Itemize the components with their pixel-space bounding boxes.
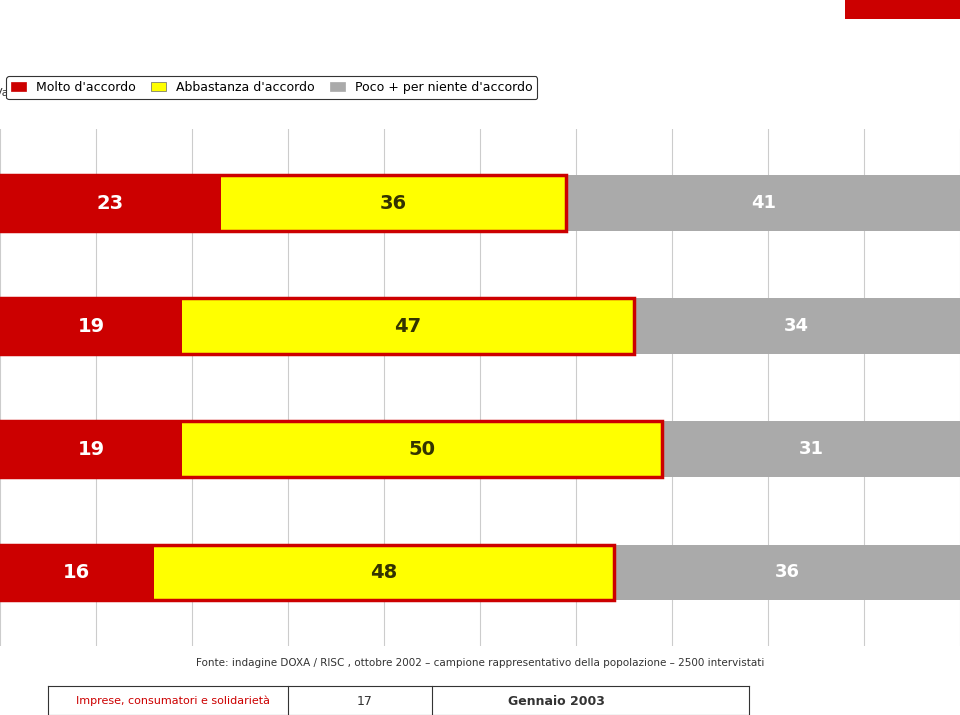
Text: 48: 48 xyxy=(371,563,397,582)
Text: Grado di accordo con alcuni atteggiamenti di sensibilità: Grado di accordo con alcuni atteggiament… xyxy=(129,34,831,56)
Bar xyxy=(0,298,182,354)
Bar xyxy=(0,175,566,231)
Text: 36: 36 xyxy=(380,194,407,212)
Text: 34: 34 xyxy=(784,317,809,335)
Text: 47: 47 xyxy=(395,317,421,335)
Bar xyxy=(0,298,960,354)
Text: 19: 19 xyxy=(78,440,105,459)
Text: 19: 19 xyxy=(78,317,105,335)
Bar xyxy=(0,545,614,600)
Text: 50: 50 xyxy=(409,440,436,459)
Text: alle tematiche ambientali: alle tematiche ambientali xyxy=(320,83,640,103)
Bar xyxy=(0,298,634,354)
Text: 41: 41 xyxy=(751,194,776,212)
Text: Valori %: Valori % xyxy=(0,88,40,98)
Bar xyxy=(0,422,662,477)
Text: 23: 23 xyxy=(97,194,124,212)
Bar xyxy=(0,422,960,477)
Text: 17: 17 xyxy=(357,695,372,708)
Text: Imprese, consumatori e solidarietà: Imprese, consumatori e solidarietà xyxy=(76,696,270,706)
Legend: Molto d'accordo, Abbastanza d'accordo, Poco + per niente d'accordo: Molto d'accordo, Abbastanza d'accordo, P… xyxy=(7,76,538,99)
Bar xyxy=(0,545,154,600)
Text: 31: 31 xyxy=(799,440,824,458)
Bar xyxy=(0,545,960,600)
Text: 16: 16 xyxy=(63,563,90,582)
Text: Gennaio 2003: Gennaio 2003 xyxy=(509,695,605,708)
Text: 36: 36 xyxy=(775,563,800,581)
Text: Fonte: indagine DOXA / RISC , ottobre 2002 – campione rappresentativo della popo: Fonte: indagine DOXA / RISC , ottobre 20… xyxy=(196,659,764,669)
Bar xyxy=(0,175,960,231)
Bar xyxy=(0,175,221,231)
Bar xyxy=(845,0,960,19)
Bar xyxy=(0,422,182,477)
